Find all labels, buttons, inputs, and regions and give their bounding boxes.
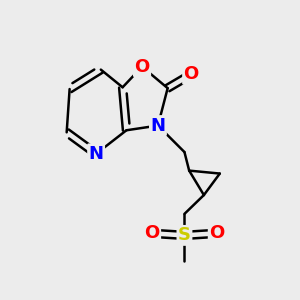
Text: O: O [134, 58, 150, 76]
Text: N: N [88, 145, 104, 163]
Text: S: S [178, 226, 191, 244]
Text: O: O [209, 224, 224, 242]
Text: N: N [151, 117, 166, 135]
Text: O: O [184, 65, 199, 83]
Text: O: O [144, 224, 160, 242]
